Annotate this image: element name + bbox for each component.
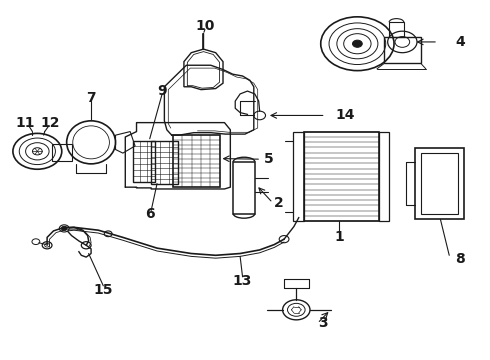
- Bar: [133, 140, 155, 182]
- Text: 1: 1: [335, 230, 344, 244]
- Text: 6: 6: [145, 207, 154, 221]
- Text: 2: 2: [274, 196, 284, 210]
- Bar: [421, 153, 458, 214]
- Bar: [52, 144, 72, 161]
- Text: 4: 4: [455, 35, 465, 49]
- Bar: [233, 162, 255, 214]
- Text: 9: 9: [157, 84, 167, 98]
- Bar: [293, 132, 304, 221]
- Circle shape: [59, 225, 69, 232]
- Text: 12: 12: [41, 116, 60, 130]
- Bar: [379, 132, 389, 221]
- Text: 13: 13: [233, 274, 252, 288]
- Bar: [304, 132, 379, 221]
- Text: 7: 7: [86, 90, 96, 104]
- Text: 8: 8: [455, 252, 465, 266]
- Bar: [415, 148, 464, 220]
- Text: 14: 14: [335, 108, 355, 122]
- Circle shape: [61, 226, 67, 230]
- Text: 3: 3: [318, 316, 328, 330]
- Circle shape: [352, 40, 362, 47]
- Text: 15: 15: [94, 283, 113, 297]
- Text: 10: 10: [195, 19, 215, 33]
- Bar: [173, 135, 220, 187]
- Bar: [389, 22, 404, 37]
- Bar: [384, 37, 421, 63]
- Bar: [151, 141, 177, 184]
- Text: 11: 11: [15, 116, 35, 130]
- Text: 5: 5: [264, 152, 273, 166]
